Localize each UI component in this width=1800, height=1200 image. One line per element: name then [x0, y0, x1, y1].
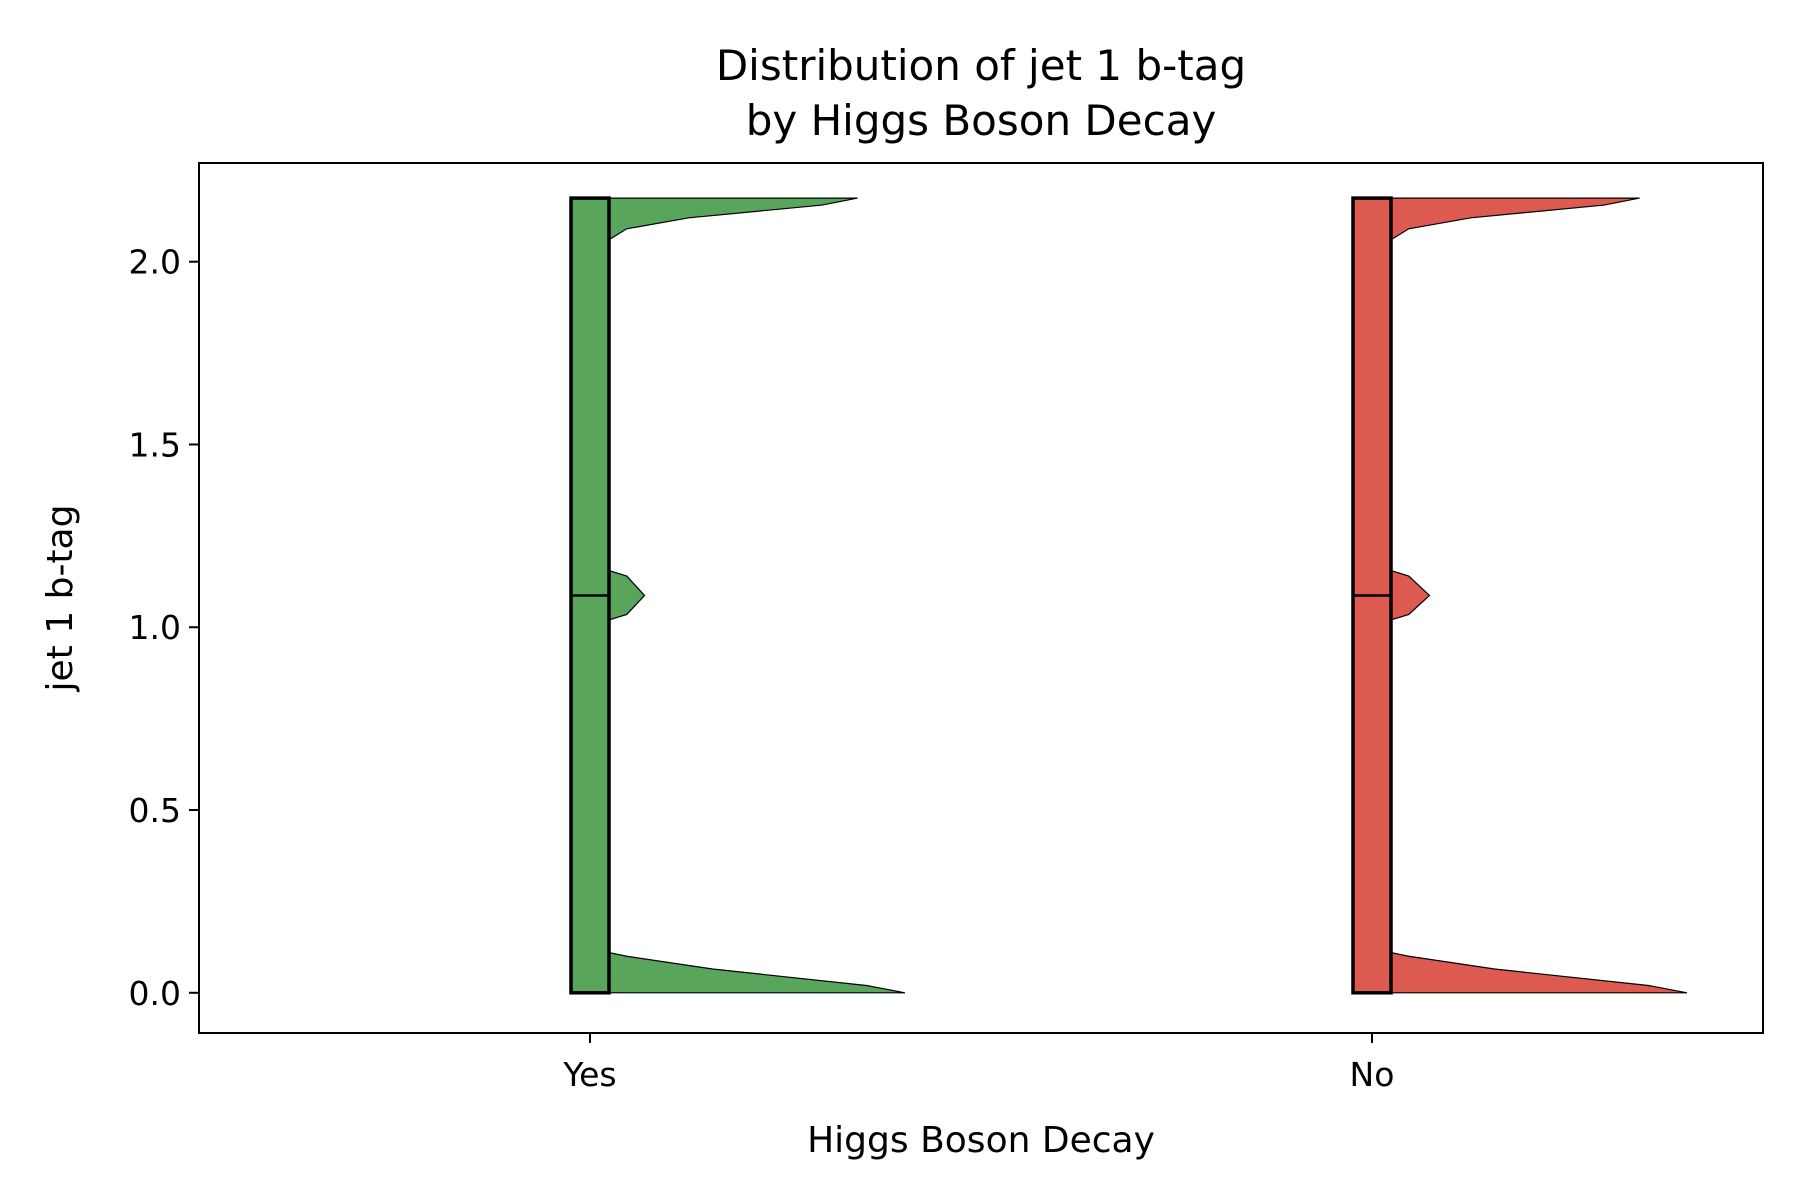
plot-area	[569, 196, 1688, 995]
x-tick-label: No	[1350, 1055, 1395, 1094]
y-tick-label: 0.5	[129, 791, 181, 830]
y-tick-label: 1.0	[129, 608, 181, 647]
y-tick-label: 2.0	[129, 243, 181, 282]
chart-title-line1: Distribution of jet 1 b-tag	[716, 41, 1246, 90]
chart-title-line2: by Higgs Boson Decay	[746, 96, 1217, 145]
y-tick-label: 0.0	[129, 974, 181, 1013]
x-tick-label: Yes	[562, 1055, 616, 1094]
axes-frame	[198, 162, 1764, 1034]
violin-no	[1390, 197, 1688, 994]
y-axis-label: jet 1 b-tag	[40, 505, 81, 693]
y-tick-label: 1.5	[129, 425, 181, 464]
y-axis: 0.0 0.5 1.0 1.5 2.0	[129, 243, 199, 1013]
x-axis-label: Higgs Boson Decay	[807, 1120, 1155, 1161]
violin-yes	[608, 197, 906, 994]
x-axis: Yes No	[562, 1033, 1394, 1094]
